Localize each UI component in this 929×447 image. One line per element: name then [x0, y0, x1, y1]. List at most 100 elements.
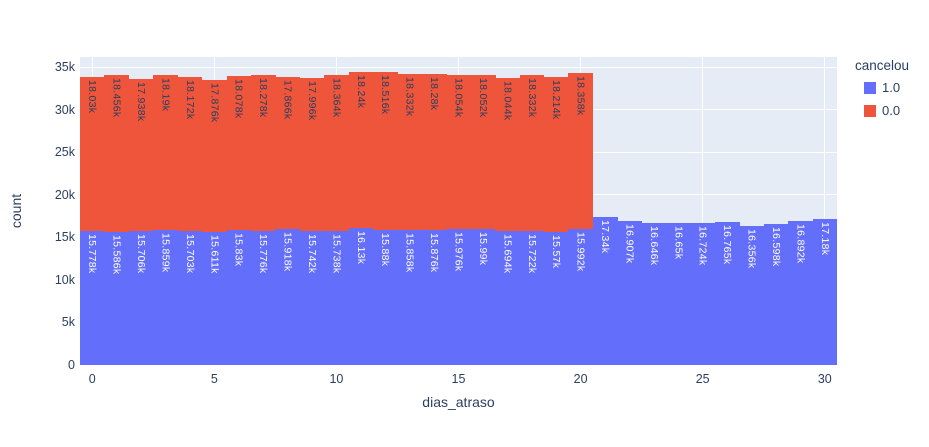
bar-value-label: 18.214k [550, 80, 563, 120]
bar-value-label: 16.598k [769, 226, 782, 267]
bar-segment-cancelou-1 [397, 229, 423, 365]
bar-segment-cancelou-1 [373, 229, 398, 365]
bar-value-label: 18.044k [501, 80, 514, 121]
y-tick-label: 25k [54, 145, 75, 160]
bar-segment-cancelou-1 [690, 222, 716, 365]
bar-segment-cancelou-0 [324, 74, 349, 232]
bar-value-label: 16.65k [672, 226, 685, 260]
legend-item-label: 1.0 [882, 80, 901, 95]
bar-segment-cancelou-1 [250, 230, 276, 365]
bar-value-label: 16.13k [354, 230, 367, 264]
bar-segment-cancelou-1 [128, 231, 154, 365]
y-tick-label: 15k [54, 230, 75, 245]
bar-value-label: 18.052k [476, 78, 489, 118]
bar-segment-cancelou-1 [446, 228, 472, 365]
bar-value-label: 17.938k [135, 81, 148, 121]
bar-value-label: 17.18k [818, 221, 831, 256]
x-gridline [702, 57, 704, 365]
bar-value-label: 15.57k [550, 235, 563, 269]
bar-segment-cancelou-0 [226, 76, 252, 231]
bar-segment-cancelou-1 [421, 229, 447, 365]
bar-segment-cancelou-1 [641, 223, 667, 365]
bar-value-label: 15.88k [379, 232, 392, 267]
bar-segment-cancelou-1 [324, 231, 349, 365]
bar-segment-cancelou-0 [275, 77, 301, 230]
bar-value-label: 15.611k [208, 235, 221, 274]
legend-swatch-icon [864, 104, 876, 117]
y-tick-label: 30k [54, 102, 75, 117]
x-tick-label: 5 [210, 372, 218, 386]
bar-value-label: 16.724k [696, 225, 709, 266]
bar-segment-cancelou-0 [470, 75, 496, 229]
bar-value-label: 18.078k [232, 79, 245, 119]
bar-value-label: 15.876k [428, 232, 441, 273]
bar-value-label: 16.646k [647, 226, 660, 266]
x-tick-label: 25 [695, 372, 710, 386]
bar-segment-cancelou-1 [763, 223, 789, 365]
bar-segment-cancelou-0 [80, 77, 105, 231]
bar-segment-cancelou-0 [202, 79, 227, 233]
x-tick-label: 15 [451, 372, 466, 386]
bar-segment-cancelou-0 [299, 77, 325, 231]
bar-segment-cancelou-0 [568, 72, 594, 229]
bar-value-label: 15.738k [330, 234, 343, 274]
bar-value-label: 18.03k [86, 80, 99, 114]
bar-value-label: 18.358k [574, 75, 587, 115]
bar-value-label: 15.83k [232, 233, 245, 267]
bar-segment-cancelou-1 [666, 223, 691, 365]
x-tick-label: 10 [329, 372, 344, 386]
bar-value-label: 16.892k [794, 224, 807, 264]
bar-value-label: 17.866k [281, 80, 294, 120]
bar-value-label: 15.703k [183, 234, 196, 274]
x-tick-label: 20 [573, 372, 588, 386]
bar-value-label: 18.172k [183, 79, 196, 120]
bar-segment-cancelou-1 [275, 229, 301, 365]
legend-item-label: 0.0 [882, 103, 901, 118]
bar-segment-cancelou-1 [153, 229, 179, 365]
bar-segment-cancelou-1 [80, 230, 105, 365]
plot-area[interactable]: 15.778k 18.03k 15.586k 18.456k 15.706k 17.938… [80, 57, 837, 365]
y-tick-label: 10k [54, 272, 75, 287]
bar-segment-cancelou-0 [397, 73, 423, 230]
bar-segment-cancelou-0 [348, 72, 374, 228]
bar-value-label: 16.765k [721, 225, 734, 265]
bar-segment-cancelou-0 [104, 75, 130, 233]
bar-segment-cancelou-0 [373, 72, 398, 230]
bar-value-label: 18.24k [354, 75, 367, 109]
bar-value-label: 16.356k [745, 228, 758, 269]
legend-item-1-0[interactable]: 1.0 [864, 80, 927, 95]
bar-value-label: 15.859k [159, 232, 172, 273]
bar-value-label: 15.778k [86, 233, 99, 274]
bar-segment-cancelou-0 [153, 75, 179, 230]
bar-value-label: 18.516k [379, 75, 392, 115]
bar-value-label: 18.278k [257, 78, 270, 118]
bar-segment-cancelou-1 [495, 231, 520, 365]
bar-segment-cancelou-0 [250, 75, 276, 231]
y-gridline [80, 66, 837, 68]
bar-value-label: 15.776k [257, 233, 270, 274]
legend-item-0-0[interactable]: 0.0 [864, 103, 927, 118]
bar-segment-cancelou-1 [568, 228, 594, 365]
bar-segment-cancelou-0 [421, 74, 447, 230]
legend: cancelou 1.0 0.0 [853, 58, 927, 126]
bar-value-label: 15.694k [501, 234, 514, 274]
bar-segment-cancelou-1 [299, 230, 325, 365]
bar-value-label: 17.34k [599, 220, 612, 254]
bar-segment-cancelou-0 [519, 75, 545, 232]
bar-value-label: 17.996k [305, 80, 318, 121]
bar-value-label: 18.19k [159, 78, 172, 112]
bar-segment-cancelou-1 [348, 227, 374, 365]
bar-segment-cancelou-1 [226, 230, 252, 365]
bar-value-label: 15.858k [403, 232, 416, 273]
bar-segment-cancelou-0 [128, 78, 154, 232]
x-gridline [824, 57, 826, 365]
x-tick-label: 0 [88, 372, 96, 386]
bar-value-label: 15.706k [135, 234, 148, 274]
bar-value-label: 15.99k [476, 231, 489, 266]
bar-segment-cancelou-0 [446, 75, 472, 229]
bar-value-label: 17.876k [208, 82, 221, 123]
bar-segment-cancelou-1 [543, 232, 569, 365]
y-tick-label: 5k [61, 315, 75, 330]
bar-segment-cancelou-1 [177, 231, 203, 365]
